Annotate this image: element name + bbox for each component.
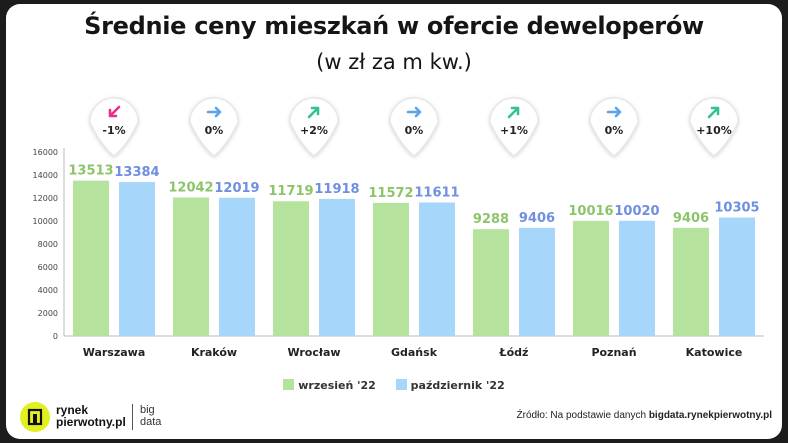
legend-label-series1: wrzesień '22: [298, 378, 376, 392]
logo-line2: pierwotny.pl: [56, 415, 126, 429]
change-label: 0%: [205, 124, 224, 137]
change-bubble: [489, 97, 539, 157]
value-label-series2: 13384: [114, 165, 159, 180]
bar-series2: [119, 182, 155, 336]
value-label-series2: 11918: [314, 182, 359, 197]
source-prefix: Źródło: Na podstawie danych: [516, 410, 649, 421]
x-tick-label: Kraków: [191, 346, 237, 359]
value-label-series1: 11572: [368, 186, 413, 201]
y-tick-label: 10000: [33, 217, 58, 226]
bar-series2: [519, 227, 555, 336]
x-tick-label: Warszawa: [83, 346, 146, 359]
x-tick-label: Gdańsk: [391, 346, 438, 359]
x-tick-label: Katowice: [686, 346, 743, 359]
value-label-series1: 9406: [673, 211, 709, 226]
logo-big-line2: data: [140, 416, 162, 428]
arrow-up-icon: [707, 106, 720, 119]
bar-series1: [73, 180, 109, 336]
y-tick-label: 8000: [38, 240, 58, 249]
arrow-right-icon: [606, 106, 622, 118]
change-bubble: [589, 97, 639, 157]
legend-swatch-series2: [395, 378, 407, 390]
bar-series1: [673, 227, 709, 336]
change-label: 0%: [605, 124, 624, 137]
y-tick-label: 12000: [33, 194, 58, 203]
value-label-series2: 10020: [614, 204, 659, 219]
y-tick-label: 16000: [33, 148, 58, 157]
legend-swatch-series1: [283, 378, 295, 390]
bar-series2: [219, 197, 255, 336]
x-tick-label: Łódź: [499, 346, 529, 359]
bar-series2: [319, 198, 355, 336]
change-label: 0%: [405, 124, 424, 137]
change-label: +1%: [500, 124, 528, 137]
change-bubble: [689, 97, 739, 157]
value-label-series1: 10016: [568, 204, 613, 219]
legend-label-series2: październik '22: [410, 378, 505, 392]
change-bubble: [89, 97, 139, 157]
y-tick-label: 14000: [33, 171, 58, 180]
value-label-series2: 12019: [214, 181, 259, 196]
legend-item-series2: październik '22: [395, 378, 505, 392]
value-label-series2: 11611: [414, 185, 459, 200]
logo-text: rynek pierwotny.pl: [56, 404, 126, 428]
arrow-right-icon: [206, 106, 222, 118]
bar-series2: [419, 202, 455, 336]
logo-divider: [132, 404, 133, 430]
legend-item-series1: wrzesień '22: [283, 378, 376, 392]
change-bubble: [289, 97, 339, 157]
value-label-series2: 10305: [714, 200, 759, 215]
bar-series1: [273, 201, 309, 336]
value-label-series1: 9288: [473, 212, 509, 227]
change-label: +10%: [696, 124, 732, 137]
chart-card: Średnie ceny mieszkań w ofercie dewelope…: [6, 4, 782, 439]
bar-series2: [719, 217, 755, 336]
bar-series2: [619, 220, 655, 336]
arrow-right-icon: [406, 106, 422, 118]
chart-subtitle: (w zł za m kw.): [316, 50, 472, 74]
change-bubble: [189, 97, 239, 157]
x-tick-label: Poznań: [591, 346, 636, 359]
logo-bigdata: big data: [140, 404, 161, 428]
logo-big-line1: big: [140, 404, 155, 416]
change-label: -1%: [102, 124, 125, 137]
y-tick-label: 0: [53, 332, 58, 341]
logo-line1: rynek: [56, 403, 89, 417]
change-label: +2%: [300, 124, 328, 137]
y-tick-label: 2000: [38, 309, 58, 318]
source-link[interactable]: bigdata.rynekpierwotny.pl: [648, 410, 772, 421]
value-label-series1: 12042: [168, 181, 213, 196]
change-bubble: [389, 97, 439, 157]
value-label-series1: 13513: [68, 164, 113, 179]
arrow-up-icon: [307, 106, 320, 119]
chart-legend: wrzesień '22 październik '22: [6, 378, 782, 392]
y-tick-label: 6000: [38, 263, 58, 272]
bar-series1: [473, 229, 509, 336]
value-label-series1: 11719: [268, 184, 313, 199]
bar-series1: [573, 220, 609, 336]
bar-series1: [173, 197, 209, 336]
bar-chart: 0 2000 4000 6000 8000 10000 12000 14000 16000 135…: [33, 97, 764, 359]
chart-title: Średnie ceny mieszkań w ofercie dewelope…: [84, 12, 704, 40]
source-note: Źródło: Na podstawie danych bigdata.ryne…: [517, 410, 772, 421]
x-tick-label: Wrocław: [287, 346, 340, 359]
value-label-series2: 9406: [519, 211, 555, 226]
arrow-up-icon: [507, 106, 520, 119]
arrow-down-icon: [108, 105, 121, 118]
logo-mark-icon: [20, 402, 50, 432]
y-tick-label: 4000: [38, 286, 58, 295]
bar-series1: [373, 202, 409, 336]
